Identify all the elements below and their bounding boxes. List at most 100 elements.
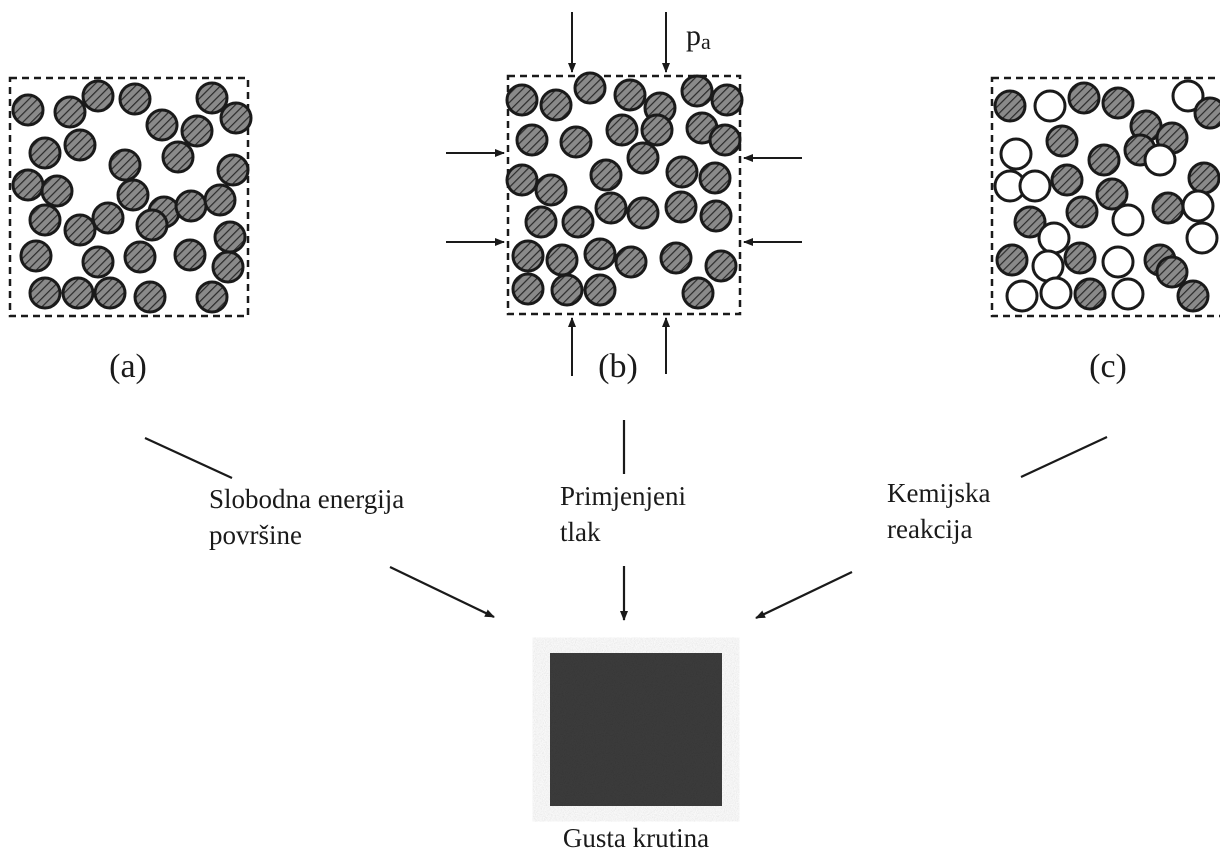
hatched-particle bbox=[534, 173, 568, 207]
open-particle bbox=[1031, 249, 1065, 283]
hatched-particle bbox=[11, 168, 45, 202]
connectors bbox=[144, 420, 1108, 621]
dense-solid-block bbox=[550, 653, 722, 806]
hatched-particle bbox=[40, 174, 74, 208]
hatched-particle bbox=[698, 161, 732, 195]
hatched-particle bbox=[63, 128, 97, 162]
open-particle bbox=[1111, 203, 1145, 237]
open-particle bbox=[1033, 89, 1067, 123]
hatched-particle bbox=[511, 272, 545, 306]
hatched-particle bbox=[174, 189, 208, 223]
hatched-particle bbox=[93, 276, 127, 310]
hatched-particle bbox=[161, 140, 195, 174]
hatched-particle bbox=[559, 125, 593, 159]
hatched-particle bbox=[135, 208, 169, 242]
hatched-particle bbox=[505, 83, 539, 117]
hatched-particle bbox=[626, 196, 660, 230]
hatched-particle bbox=[195, 81, 229, 115]
hatched-particle bbox=[133, 280, 167, 314]
hatched-particle bbox=[614, 245, 648, 279]
pressure-label: pa bbox=[686, 19, 711, 54]
hatched-particle bbox=[594, 191, 628, 225]
hatched-particle bbox=[219, 101, 253, 135]
hatched-particle bbox=[91, 201, 125, 235]
hatched-particle bbox=[1187, 161, 1220, 195]
hatched-particle bbox=[626, 141, 660, 175]
open-particle bbox=[1185, 221, 1219, 255]
dense-solid-label: Gusta krutina bbox=[563, 823, 709, 853]
pressure-arrows bbox=[446, 12, 802, 376]
hatched-particle bbox=[53, 95, 87, 129]
open-particle bbox=[1181, 189, 1215, 223]
hatched-particle bbox=[704, 249, 738, 283]
hatched-particle bbox=[1065, 195, 1099, 229]
hatched-particle bbox=[63, 213, 97, 247]
chemical-reaction-label: Kemijska reakcija bbox=[887, 478, 997, 544]
open-particle bbox=[1018, 169, 1052, 203]
hatched-particle bbox=[116, 178, 150, 212]
hatched-particle bbox=[1063, 241, 1097, 275]
hatched-particle bbox=[11, 93, 45, 127]
hatched-particle bbox=[61, 276, 95, 310]
connector-c-lower bbox=[755, 571, 853, 619]
hatched-particle bbox=[118, 82, 152, 116]
hatched-particle bbox=[173, 238, 207, 272]
hatched-particle bbox=[665, 155, 699, 189]
hatched-particle bbox=[1013, 205, 1047, 239]
panel-a bbox=[8, 76, 253, 318]
hatched-particle bbox=[1176, 279, 1210, 313]
hatched-particle bbox=[19, 239, 53, 273]
hatched-particle bbox=[1050, 163, 1084, 197]
hatched-particle bbox=[708, 123, 742, 157]
surface-energy-label: Slobodna energija površine bbox=[209, 484, 411, 550]
connector-c-upper bbox=[1020, 436, 1108, 478]
panel-a-label: (a) bbox=[109, 348, 147, 385]
open-particle bbox=[1101, 245, 1135, 279]
hatched-particle bbox=[993, 89, 1027, 123]
hatched-particle bbox=[28, 136, 62, 170]
hatched-particle bbox=[505, 163, 539, 197]
hatched-particle bbox=[664, 190, 698, 224]
hatched-particle bbox=[605, 113, 639, 147]
hatched-particle bbox=[699, 199, 733, 233]
hatched-particle bbox=[659, 241, 693, 275]
panel-c-label: (c) bbox=[1089, 348, 1127, 385]
open-particle bbox=[1037, 221, 1071, 255]
hatched-particle bbox=[583, 237, 617, 271]
hatched-particle bbox=[195, 280, 229, 314]
hatched-particle bbox=[203, 183, 237, 217]
open-particle bbox=[1171, 79, 1205, 113]
panel-c-particles bbox=[993, 79, 1220, 313]
panel-b: pa bbox=[446, 12, 802, 376]
open-particle bbox=[1143, 143, 1177, 177]
hatched-particle bbox=[995, 243, 1029, 277]
panel-b-border bbox=[506, 74, 742, 316]
hatched-particle bbox=[710, 83, 744, 117]
hatched-particle bbox=[511, 239, 545, 273]
panel-b-label: (b) bbox=[598, 348, 638, 385]
open-particle bbox=[1039, 276, 1073, 310]
hatched-particle bbox=[545, 243, 579, 277]
hatched-particle bbox=[1193, 96, 1220, 130]
hatched-particle bbox=[613, 78, 647, 112]
hatched-particle bbox=[1073, 277, 1107, 311]
hatched-particle bbox=[589, 158, 623, 192]
panel-c-border bbox=[990, 76, 1220, 318]
hatched-particle bbox=[1045, 124, 1079, 158]
hatched-particle bbox=[211, 250, 245, 284]
hatched-particle bbox=[180, 114, 214, 148]
hatched-particle bbox=[640, 113, 674, 147]
hatched-particle bbox=[81, 79, 115, 113]
hatched-particle bbox=[81, 245, 115, 279]
connector-a-upper bbox=[144, 437, 233, 479]
hatched-particle bbox=[1087, 143, 1121, 177]
hatched-particle bbox=[561, 205, 595, 239]
hatched-particle bbox=[1155, 255, 1189, 289]
hatched-particle bbox=[108, 148, 142, 182]
panel-a-border bbox=[8, 76, 250, 318]
panel-c bbox=[990, 76, 1220, 318]
hatched-particle bbox=[1095, 177, 1129, 211]
hatched-particle bbox=[680, 74, 714, 108]
hatched-particle bbox=[216, 153, 250, 187]
